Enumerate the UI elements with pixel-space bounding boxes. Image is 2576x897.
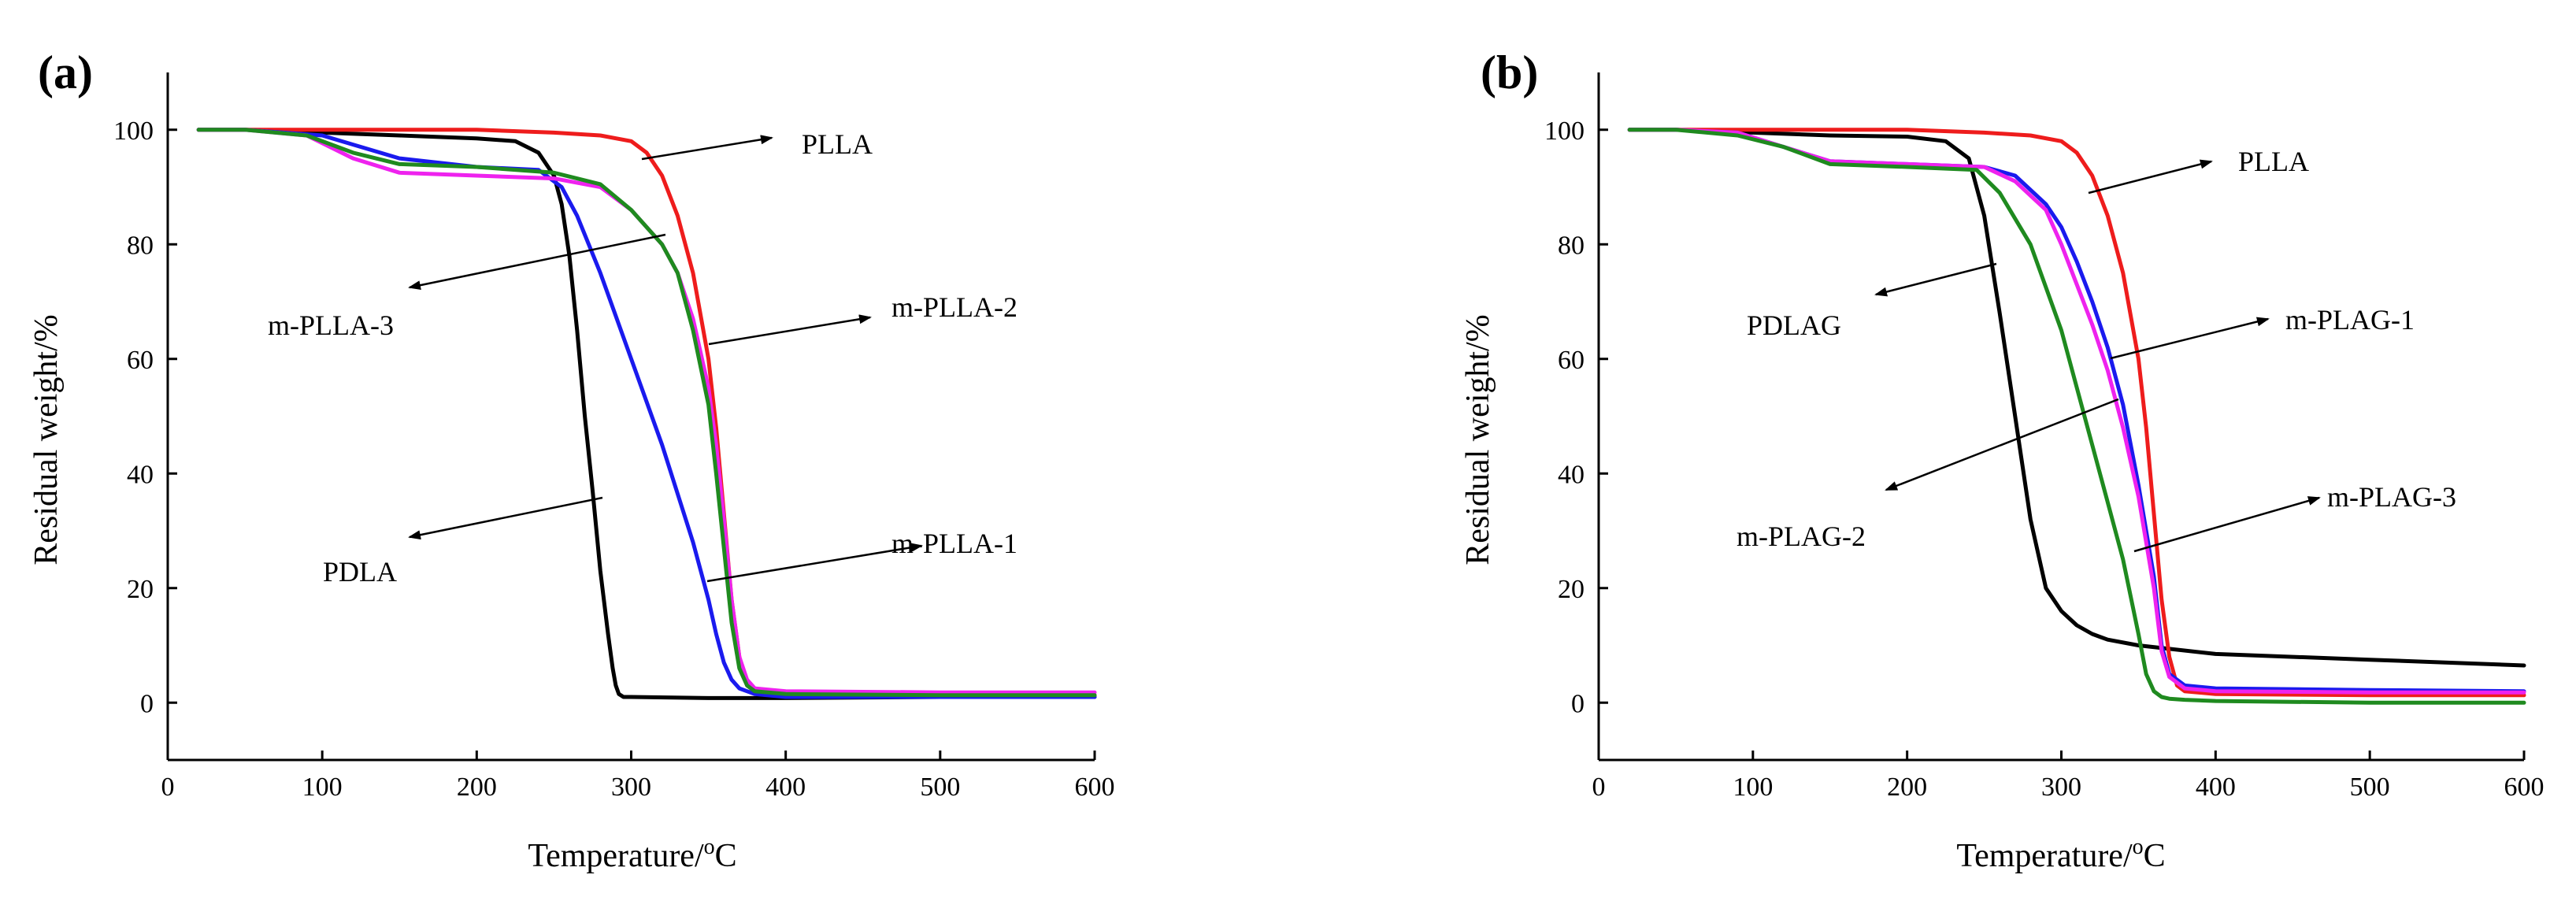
annotation-arrow	[706, 543, 923, 583]
annotation-label: PDLA	[323, 556, 397, 587]
annotation-label: m-PLLA-2	[891, 291, 1017, 323]
annotation-arrow	[708, 314, 872, 346]
series-line-m-plag-1	[1627, 128, 2526, 694]
y-tick-label: 40	[1558, 460, 1585, 489]
annotation-label: m-PLAG-3	[2327, 481, 2456, 513]
annotation-label: m-PLLA-3	[268, 310, 394, 341]
x-tick-label: 600	[2504, 773, 2544, 802]
annotation-arrow	[1874, 262, 1997, 297]
x-tick-label: 500	[2350, 773, 2390, 802]
annotation-arrow	[408, 233, 666, 291]
series-line-m-plla-3	[196, 128, 1097, 698]
annotation-arrow	[2110, 317, 2270, 360]
series-line-m-plag-2	[1627, 128, 2526, 695]
x-tick-label: 100	[1733, 773, 1773, 802]
series-line-plla	[196, 128, 1097, 698]
panel-label: (b)	[1481, 46, 1538, 98]
annotation-label: PLLA	[2238, 146, 2309, 177]
x-tick-label: 200	[457, 773, 497, 802]
y-tick-label: 80	[127, 231, 154, 260]
y-tick-label: 0	[140, 689, 154, 718]
annotation-label: m-PLAG-2	[1736, 521, 1866, 552]
y-tick-label: 60	[1558, 346, 1585, 375]
annotation-arrow	[1885, 398, 2119, 491]
x-tick-label: 600	[1075, 773, 1115, 802]
x-axis-label: Temperature/oC	[528, 835, 736, 874]
series-line-m-plag-3	[1627, 128, 2526, 705]
y-tick-label: 100	[113, 117, 154, 146]
x-tick-label: 300	[611, 773, 651, 802]
panel-label: (a)	[38, 46, 93, 98]
series-line-pdla	[196, 128, 1097, 700]
y-tick-label: 40	[127, 460, 154, 489]
series-line-m-plla-1	[196, 128, 1097, 699]
annotation-arrow	[2133, 496, 2321, 553]
annotation-arrow	[408, 496, 603, 540]
annotation-arrow	[641, 135, 773, 161]
y-tick-label: 80	[1558, 231, 1585, 260]
x-tick-label: 400	[2196, 773, 2236, 802]
x-tick-label: 100	[302, 773, 343, 802]
x-tick-label: 300	[2041, 773, 2081, 802]
annotation-label: m-PLLA-1	[891, 528, 1017, 559]
y-tick-label: 0	[1571, 689, 1585, 718]
y-tick-label: 20	[1558, 575, 1585, 604]
y-axis-label: Residual weight/%	[1460, 314, 1496, 565]
x-tick-label: 400	[765, 773, 806, 802]
y-tick-label: 100	[1544, 117, 1585, 146]
series-line-pdlag	[1627, 128, 2526, 668]
annotation-label: PLLA	[802, 128, 873, 160]
series-line-m-plla-2	[196, 128, 1097, 695]
panel-a: 0 100 200 300 400 500 600 0 20 40 60 80 100 (a) Temper…	[28, 46, 1115, 874]
x-tick-label: 0	[161, 773, 175, 802]
y-tick-label: 20	[127, 575, 154, 604]
y-tick-label: 60	[127, 346, 154, 375]
x-tick-label: 0	[1592, 773, 1606, 802]
annotation-label: PDLAG	[1747, 310, 1841, 341]
y-axis-label: Residual weight/%	[28, 314, 65, 565]
series-line-plla	[1627, 128, 2526, 698]
x-tick-label: 500	[920, 773, 960, 802]
x-tick-label: 200	[1887, 773, 1927, 802]
annotation-arrow	[2088, 159, 2213, 195]
annotation-label: m-PLAG-1	[2285, 304, 2415, 335]
x-axis-label: Temperature/oC	[1956, 835, 2165, 874]
panel-b: 0 100 200 300 400 500 600020406080100(b)Temper…	[1460, 46, 2544, 874]
